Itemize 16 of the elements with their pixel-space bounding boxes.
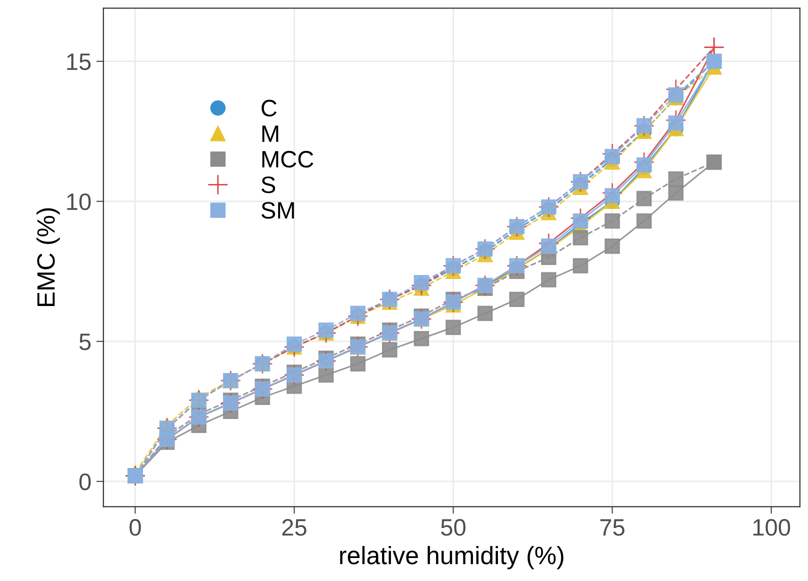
- y-tick-label: 10: [67, 193, 91, 210]
- x-tick-label: 100: [753, 519, 790, 536]
- legend-label: SM: [262, 202, 294, 219]
- y-tick-label: 0: [79, 473, 91, 490]
- x-tick-label: 25: [282, 519, 306, 536]
- legend-label: S: [262, 176, 276, 194]
- legend-label: C: [262, 100, 277, 117]
- legend-label: MCC: [262, 150, 314, 168]
- y-axis-title: EMC (%): [36, 208, 60, 306]
- y-tick-label: 5: [79, 334, 91, 350]
- x-tick-label: 0: [130, 519, 141, 536]
- x-tick-label: 50: [441, 519, 466, 536]
- x-axis-title: relative humidity (%): [340, 546, 564, 570]
- legend-label: M: [262, 126, 278, 142]
- y-tick-label: 15: [67, 54, 91, 70]
- x-tick-label: 75: [600, 519, 624, 536]
